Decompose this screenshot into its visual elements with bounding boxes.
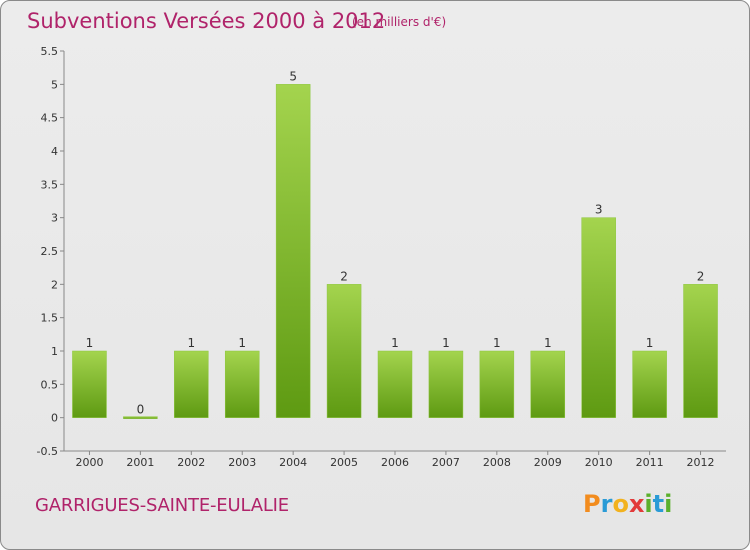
- value-label-2007: 1: [442, 336, 450, 350]
- x-tick-label: 2002: [177, 456, 205, 469]
- x-tick-label: 2001: [126, 456, 154, 469]
- chart-subtitle: (en milliers d'€): [352, 15, 447, 29]
- value-label-2009: 1: [544, 336, 552, 350]
- logo-letter: t: [652, 490, 665, 518]
- y-tick-label: 1: [51, 345, 58, 358]
- bar-2011: [632, 350, 667, 418]
- value-label-2003: 1: [238, 336, 246, 350]
- bar-2007: [428, 350, 464, 418]
- value-label-2000: 1: [86, 336, 94, 350]
- x-tick-label: 2004: [279, 456, 307, 469]
- bar-2012: [683, 284, 718, 418]
- x-tick-label: 2007: [432, 456, 460, 469]
- x-tick-label: 2008: [483, 456, 511, 469]
- logo-letter: x: [628, 490, 645, 518]
- logo-letter: o: [612, 490, 629, 518]
- y-tick-label: -0.5: [37, 445, 58, 458]
- bar-2006: [377, 350, 413, 418]
- bar-2008: [479, 350, 515, 418]
- y-tick-label: 4: [51, 145, 58, 158]
- y-tick-label: 3: [51, 212, 58, 225]
- y-tick-label: 2: [51, 278, 58, 291]
- x-tick-label: 2005: [330, 456, 358, 469]
- x-tick-label: 2003: [228, 456, 256, 469]
- y-tick-label: 1.5: [41, 312, 59, 325]
- logo-letter: P: [583, 490, 601, 518]
- x-tick-label: 2009: [534, 456, 562, 469]
- value-label-2008: 1: [493, 336, 501, 350]
- chart-title: Subventions Versées 2000 à 2012: [27, 9, 386, 33]
- logo-letter: i: [644, 490, 653, 518]
- value-label-2006: 1: [391, 336, 399, 350]
- bar-2005: [326, 284, 362, 418]
- value-label-2005: 2: [340, 269, 348, 283]
- commune-name: GARRIGUES-SAINTE-EULALIE: [35, 495, 289, 516]
- y-tick-label: 0: [51, 412, 58, 425]
- value-label-2010: 3: [595, 203, 603, 217]
- y-tick-label: 0.5: [41, 378, 59, 391]
- value-label-2004: 5: [289, 69, 297, 83]
- y-tick-label: 3.5: [41, 178, 59, 191]
- x-tick-label: 2012: [687, 456, 715, 469]
- y-tick-label: 5: [51, 78, 58, 91]
- value-label-2012: 2: [697, 269, 705, 283]
- bar-2004: [275, 84, 311, 418]
- proxiti-logo: Proxiti: [583, 490, 672, 518]
- bar-2003: [224, 350, 260, 418]
- x-tick-label: 2011: [636, 456, 664, 469]
- bar-2000: [72, 350, 107, 418]
- logo-letter: i: [664, 490, 673, 518]
- x-tick-label: 2000: [75, 456, 103, 469]
- bar-2010: [581, 217, 616, 418]
- x-tick-label: 2006: [381, 456, 409, 469]
- bar-2002: [174, 350, 209, 418]
- y-tick-label: 5.5: [41, 45, 59, 58]
- bar-2009: [530, 350, 566, 418]
- y-tick-label: 4.5: [41, 112, 59, 125]
- y-tick-label: 2.5: [41, 245, 59, 258]
- value-label-2011: 1: [646, 336, 654, 350]
- value-label-2002: 1: [187, 336, 195, 350]
- value-label-2001: 0: [137, 403, 145, 417]
- x-tick-label: 2010: [585, 456, 613, 469]
- logo-letter: r: [600, 490, 613, 518]
- bar-2001: [123, 416, 158, 419]
